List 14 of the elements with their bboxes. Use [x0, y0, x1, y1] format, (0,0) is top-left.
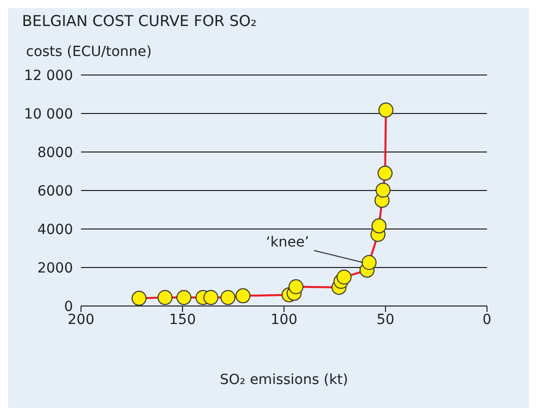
- x-axis-title: SO₂ emissions (kt): [218, 372, 350, 388]
- y-tick-label: 4000: [37, 222, 73, 238]
- y-tick-label: 6000: [37, 183, 73, 200]
- x-tick-label: 0: [482, 312, 492, 328]
- chart-title: BELGIAN COST CURVE FOR SO₂: [22, 12, 257, 30]
- x-tick-label: 150: [169, 312, 196, 328]
- y-tick-label: 8000: [37, 144, 73, 161]
- y-tick-label: 12 000: [24, 68, 73, 84]
- y-tick-label: 2000: [37, 260, 73, 276]
- x-tick-label: 50: [376, 312, 394, 328]
- y-axis-title: costs (ECU/tonne): [26, 44, 152, 60]
- annotation: ‘knee’: [266, 234, 310, 250]
- y-tick-label: 10 000: [24, 106, 73, 122]
- x-tick-label: 100: [270, 312, 298, 328]
